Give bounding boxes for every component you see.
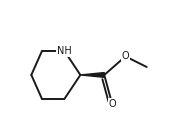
Text: NH: NH: [57, 46, 72, 56]
Text: O: O: [122, 51, 129, 61]
Text: O: O: [108, 99, 116, 109]
Polygon shape: [80, 73, 104, 77]
